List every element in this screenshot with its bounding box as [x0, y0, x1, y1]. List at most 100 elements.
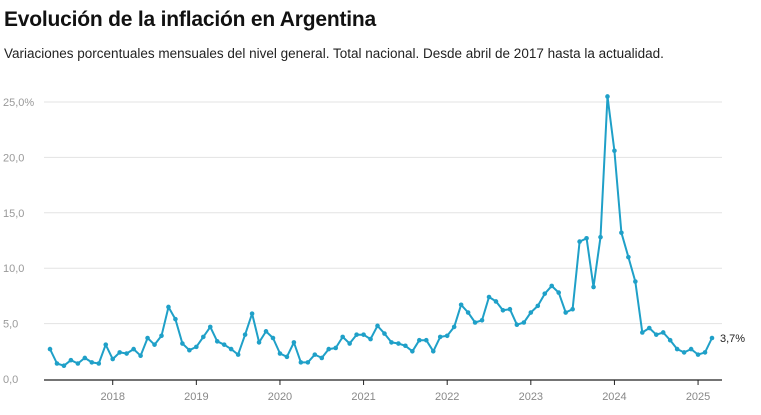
data-point: [500, 308, 506, 313]
y-tick-label: 25,0%: [3, 97, 34, 109]
data-point: [619, 230, 624, 236]
data-point: [444, 333, 450, 339]
data-point: [570, 306, 575, 312]
y-tick-label: 5,0: [3, 319, 18, 331]
data-point: [124, 351, 129, 356]
data-point: [235, 352, 241, 357]
data-point: [660, 330, 666, 335]
data-point: [688, 346, 694, 352]
data-point: [270, 335, 276, 341]
data-point: [82, 355, 88, 361]
data-point: [263, 329, 269, 334]
data-point: [458, 302, 464, 308]
data-point: [493, 299, 499, 304]
data-point: [96, 361, 102, 366]
data-point: [277, 351, 283, 356]
data-point: [423, 337, 429, 343]
data-point: [180, 341, 185, 346]
data-point: [389, 340, 394, 345]
chart-title: Evolución de la inflación en Argentina: [4, 8, 377, 31]
y-tick-label: 20,0: [3, 152, 24, 164]
data-point: [54, 361, 60, 366]
data-point: [256, 340, 262, 345]
data-point: [242, 332, 248, 337]
data-point: [138, 353, 143, 359]
x-tick-label: 2020: [268, 391, 292, 403]
x-tick-label: 2021: [351, 391, 375, 403]
data-point: [612, 148, 617, 154]
data-point: [152, 342, 157, 347]
data-point: [556, 290, 561, 295]
data-point: [382, 331, 387, 336]
data-point: [709, 335, 715, 341]
data-point: [354, 332, 359, 337]
data-point: [75, 361, 81, 366]
data-point: [89, 360, 95, 365]
data-point: [430, 349, 436, 354]
data-point: [61, 363, 67, 369]
data-point: [333, 345, 339, 351]
data-point: [640, 330, 645, 335]
data-point: [486, 294, 492, 300]
data-point: [145, 335, 150, 341]
data-point: [605, 94, 610, 99]
data-point: [284, 354, 290, 360]
data-point: [535, 303, 541, 309]
data-point: [340, 334, 345, 340]
data-point: [465, 310, 471, 315]
data-point: [633, 279, 638, 284]
last-value-label: 3,7%: [720, 333, 745, 345]
data-point: [514, 322, 520, 328]
data-point: [305, 360, 311, 365]
data-point: [646, 325, 652, 331]
data-point: [681, 350, 687, 355]
data-point: [361, 332, 366, 337]
data-point: [437, 334, 443, 340]
data-point: [563, 310, 568, 315]
chart-subtitle: Variaciones porcentuales mensuales del n…: [4, 46, 664, 61]
data-point: [403, 343, 408, 349]
x-tick-label: 2019: [184, 391, 208, 403]
data-point: [117, 350, 122, 355]
data-point: [312, 352, 318, 357]
data-point: [577, 239, 582, 244]
y-tick-label: 15,0: [3, 208, 24, 220]
data-point: [584, 235, 589, 241]
data-point: [187, 347, 192, 353]
data-point: [110, 356, 116, 362]
data-point: [542, 291, 548, 296]
data-point: [479, 317, 485, 323]
y-tick-label: 10,0: [3, 263, 24, 275]
series-line: [49, 95, 713, 367]
data-point: [291, 340, 297, 345]
data-point: [249, 311, 255, 316]
data-point: [375, 323, 380, 329]
y-tick-label: 0,0: [3, 374, 18, 386]
data-point: [591, 284, 596, 290]
data-point: [507, 306, 513, 312]
data-point: [410, 349, 415, 354]
data-point: [396, 341, 401, 346]
data-point: [319, 355, 325, 361]
data-point: [417, 337, 422, 343]
data-point: [207, 324, 213, 330]
data-point: [626, 254, 631, 260]
data-point: [194, 344, 199, 350]
data-point: [653, 332, 659, 337]
data-point: [228, 346, 234, 352]
data-point: [521, 320, 527, 325]
data-point: [131, 346, 136, 352]
data-point: [298, 360, 304, 365]
data-point: [159, 333, 164, 339]
x-tick-label: 2022: [435, 391, 459, 403]
data-point: [221, 342, 227, 347]
data-point: [68, 357, 74, 363]
x-tick-label: 2025: [686, 391, 710, 403]
data-point: [173, 316, 178, 322]
data-point: [451, 324, 457, 330]
data-point: [347, 341, 352, 346]
data-point: [598, 234, 603, 240]
data-point: [667, 337, 673, 343]
data-point: [47, 346, 53, 352]
data-point: [674, 346, 680, 352]
